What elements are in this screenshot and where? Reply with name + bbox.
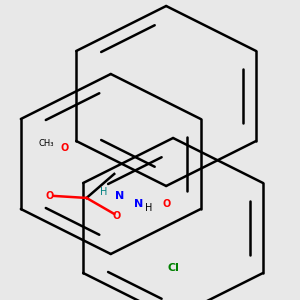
Text: Cl: Cl (167, 263, 179, 273)
Text: O: O (112, 211, 121, 221)
Text: O: O (162, 199, 170, 209)
Text: O: O (46, 191, 54, 201)
Text: H: H (100, 187, 107, 197)
Text: CH₃: CH₃ (38, 140, 54, 148)
Text: N: N (134, 199, 143, 209)
Text: N: N (116, 191, 124, 201)
Text: O: O (61, 143, 69, 153)
Text: H: H (146, 203, 153, 213)
